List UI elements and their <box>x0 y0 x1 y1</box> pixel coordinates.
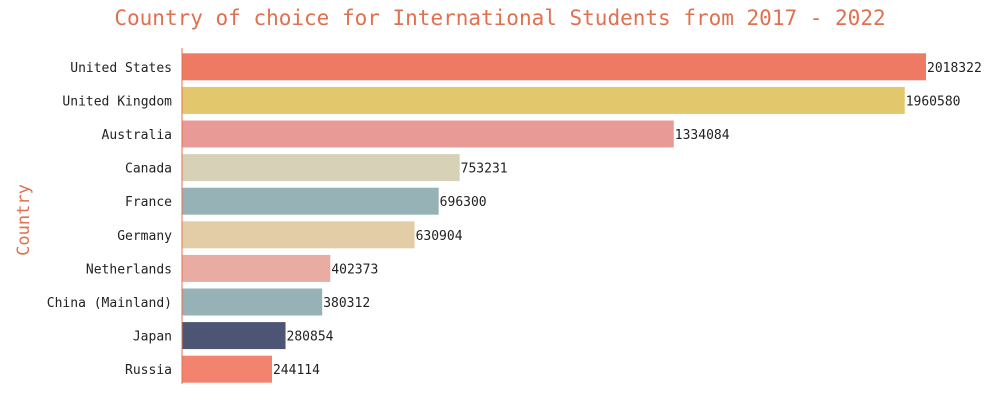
tick-label-united-states: United States <box>70 61 172 76</box>
value-label-germany: 630904 <box>416 229 463 244</box>
value-label-russia: 244114 <box>273 363 320 378</box>
value-label-japan: 280854 <box>287 330 334 345</box>
value-label-netherlands: 402373 <box>331 262 378 277</box>
bar-canada <box>182 154 460 182</box>
bar-netherlands <box>182 254 331 282</box>
tick-label-australia: Australia <box>102 128 172 143</box>
bar-china-mainland <box>182 288 323 316</box>
value-label-united-kingdom: 1960580 <box>906 94 961 109</box>
tick-label-russia: Russia <box>125 363 172 378</box>
bar-germany <box>182 221 415 249</box>
tick-label-france: France <box>125 195 172 210</box>
tick-label-germany: Germany <box>117 229 172 244</box>
value-labels: 2018322 1960580 1334084 753231 696300 630904 4… <box>273 61 982 378</box>
value-label-united-states: 2018322 <box>927 61 982 76</box>
bar-japan <box>182 322 286 350</box>
bars-group <box>182 53 926 383</box>
value-label-australia: 1334084 <box>675 128 730 143</box>
tick-label-china-mainland: China (Mainland) <box>47 296 172 311</box>
tick-label-united-kingdom: United Kingdom <box>62 94 172 109</box>
tick-label-canada: Canada <box>125 162 172 177</box>
bar-france <box>182 187 439 215</box>
value-label-china-mainland: 380312 <box>323 296 370 311</box>
value-label-france: 696300 <box>440 195 487 210</box>
bar-australia <box>182 120 674 148</box>
category-tick-labels: United States United Kingdom Australia Cana… <box>47 61 172 378</box>
value-label-canada: 753231 <box>461 162 508 177</box>
bar-united-kingdom <box>182 86 905 114</box>
tick-label-japan: Japan <box>133 330 172 345</box>
chart-title: Country of choice for International Stud… <box>114 6 885 30</box>
y-axis-label: Country <box>14 184 34 256</box>
bar-russia <box>182 355 272 383</box>
tick-label-netherlands: Netherlands <box>86 262 172 277</box>
bar-united-states <box>182 53 926 81</box>
